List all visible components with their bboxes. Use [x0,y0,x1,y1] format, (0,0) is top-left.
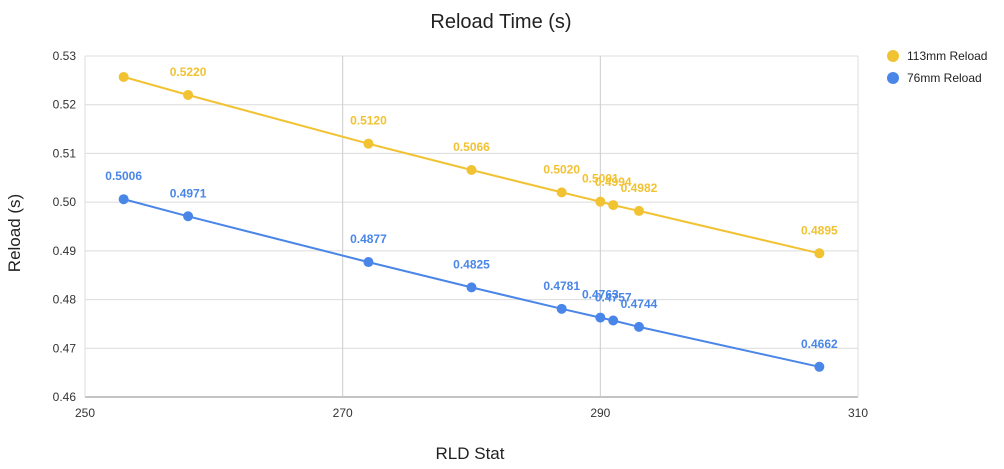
x-tick-label: 290 [590,406,610,420]
data-point [608,200,619,211]
y-tick-label: 0.46 [53,390,77,404]
data-label: 0.5220 [170,65,207,79]
gridlines [84,55,859,398]
data-label: 0.4971 [170,186,207,200]
x-tick-label: 250 [75,406,95,420]
legend-marker [887,72,899,84]
y-axis-title: Reload (s) [5,194,24,272]
y-tick-label: 0.50 [53,195,77,209]
data-point [595,196,606,207]
data-point [633,321,644,332]
data-label: 0.4895 [801,223,838,237]
data-point [466,282,477,293]
data-label: 0.4781 [543,279,580,293]
x-tick-label: 310 [848,406,868,420]
series-layer [118,71,825,372]
y-axis-ticks: 0.46 0.47 0.48 0.49 0.50 0.51 0.52 0.53 [53,49,77,404]
data-point [556,187,567,198]
data-label: 0.4877 [350,232,387,246]
data-point [608,315,619,326]
data-point [183,211,194,222]
data-label: 0.4994 [595,175,632,189]
y-tick-label: 0.52 [53,98,77,112]
y-tick-label: 0.47 [53,341,77,355]
data-label: 0.4982 [621,181,658,195]
data-point [363,257,374,268]
data-point [814,248,825,259]
data-point [466,164,477,175]
data-label: 0.5120 [350,114,387,128]
x-axis-title: RLD Stat [436,444,505,463]
data-point [595,312,606,323]
data-label: 0.5066 [453,140,490,154]
x-axis-ticks: 250 270 290 310 [75,406,868,420]
y-tick-label: 0.49 [53,244,77,258]
x-tick-label: 270 [333,406,353,420]
y-tick-label: 0.48 [53,293,77,307]
y-tick-label: 0.53 [53,49,77,63]
data-label: 0.5020 [543,162,580,176]
data-label: 0.5001 [582,172,619,186]
legend-marker [887,50,899,62]
data-label: 0.4662 [801,337,838,351]
data-label: 0.4744 [621,297,658,311]
data-label: 0.5006 [105,169,142,183]
data-label: 0.4757 [595,291,632,305]
data-point [118,71,129,82]
data-point [556,303,567,314]
chart-title: Reload Time (s) [430,11,571,33]
data-point [633,205,644,216]
data-label: 0.4825 [453,257,490,271]
data-point [814,361,825,372]
data-point [183,89,194,100]
legend-label: 76mm Reload [907,71,982,85]
y-tick-label: 0.51 [53,146,77,160]
data-point [118,194,129,205]
data-label: 0.4763 [582,288,619,302]
data-point [363,138,374,149]
legend: 113mm Reload 76mm Reload [887,49,987,85]
data-labels: 0.52200.51200.50660.50200.50010.49940.49… [105,65,838,351]
legend-label: 113mm Reload [907,49,987,63]
